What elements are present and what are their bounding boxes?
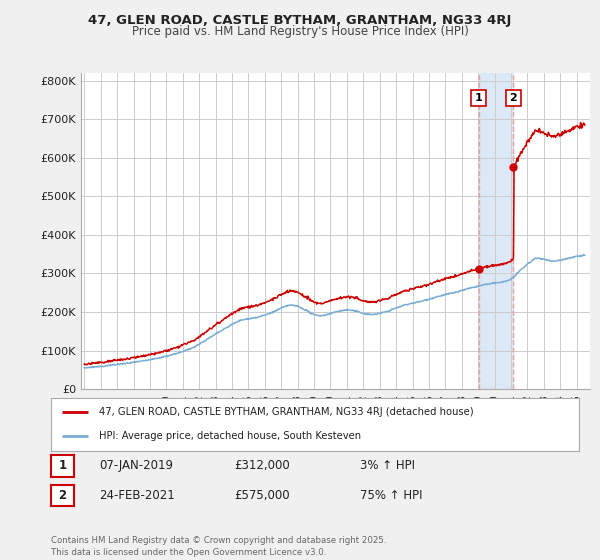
Text: £312,000: £312,000 (234, 459, 290, 473)
Text: 2: 2 (509, 93, 517, 103)
Text: Contains HM Land Registry data © Crown copyright and database right 2025.
This d: Contains HM Land Registry data © Crown c… (51, 536, 386, 557)
Text: 07-JAN-2019: 07-JAN-2019 (99, 459, 173, 473)
Text: 1: 1 (475, 93, 482, 103)
Text: 75% ↑ HPI: 75% ↑ HPI (360, 489, 422, 502)
Text: £575,000: £575,000 (234, 489, 290, 502)
Text: 2: 2 (58, 489, 67, 502)
Text: Price paid vs. HM Land Registry's House Price Index (HPI): Price paid vs. HM Land Registry's House … (131, 25, 469, 38)
Bar (479, 73, 514, 389)
Text: 1: 1 (58, 459, 67, 473)
Text: 3% ↑ HPI: 3% ↑ HPI (360, 459, 415, 473)
Text: 47, GLEN ROAD, CASTLE BYTHAM, GRANTHAM, NG33 4RJ (detached house): 47, GLEN ROAD, CASTLE BYTHAM, GRANTHAM, … (98, 407, 473, 417)
Text: HPI: Average price, detached house, South Kesteven: HPI: Average price, detached house, Sout… (98, 431, 361, 441)
Text: 47, GLEN ROAD, CASTLE BYTHAM, GRANTHAM, NG33 4RJ: 47, GLEN ROAD, CASTLE BYTHAM, GRANTHAM, … (88, 14, 512, 27)
Text: 24-FEB-2021: 24-FEB-2021 (99, 489, 175, 502)
